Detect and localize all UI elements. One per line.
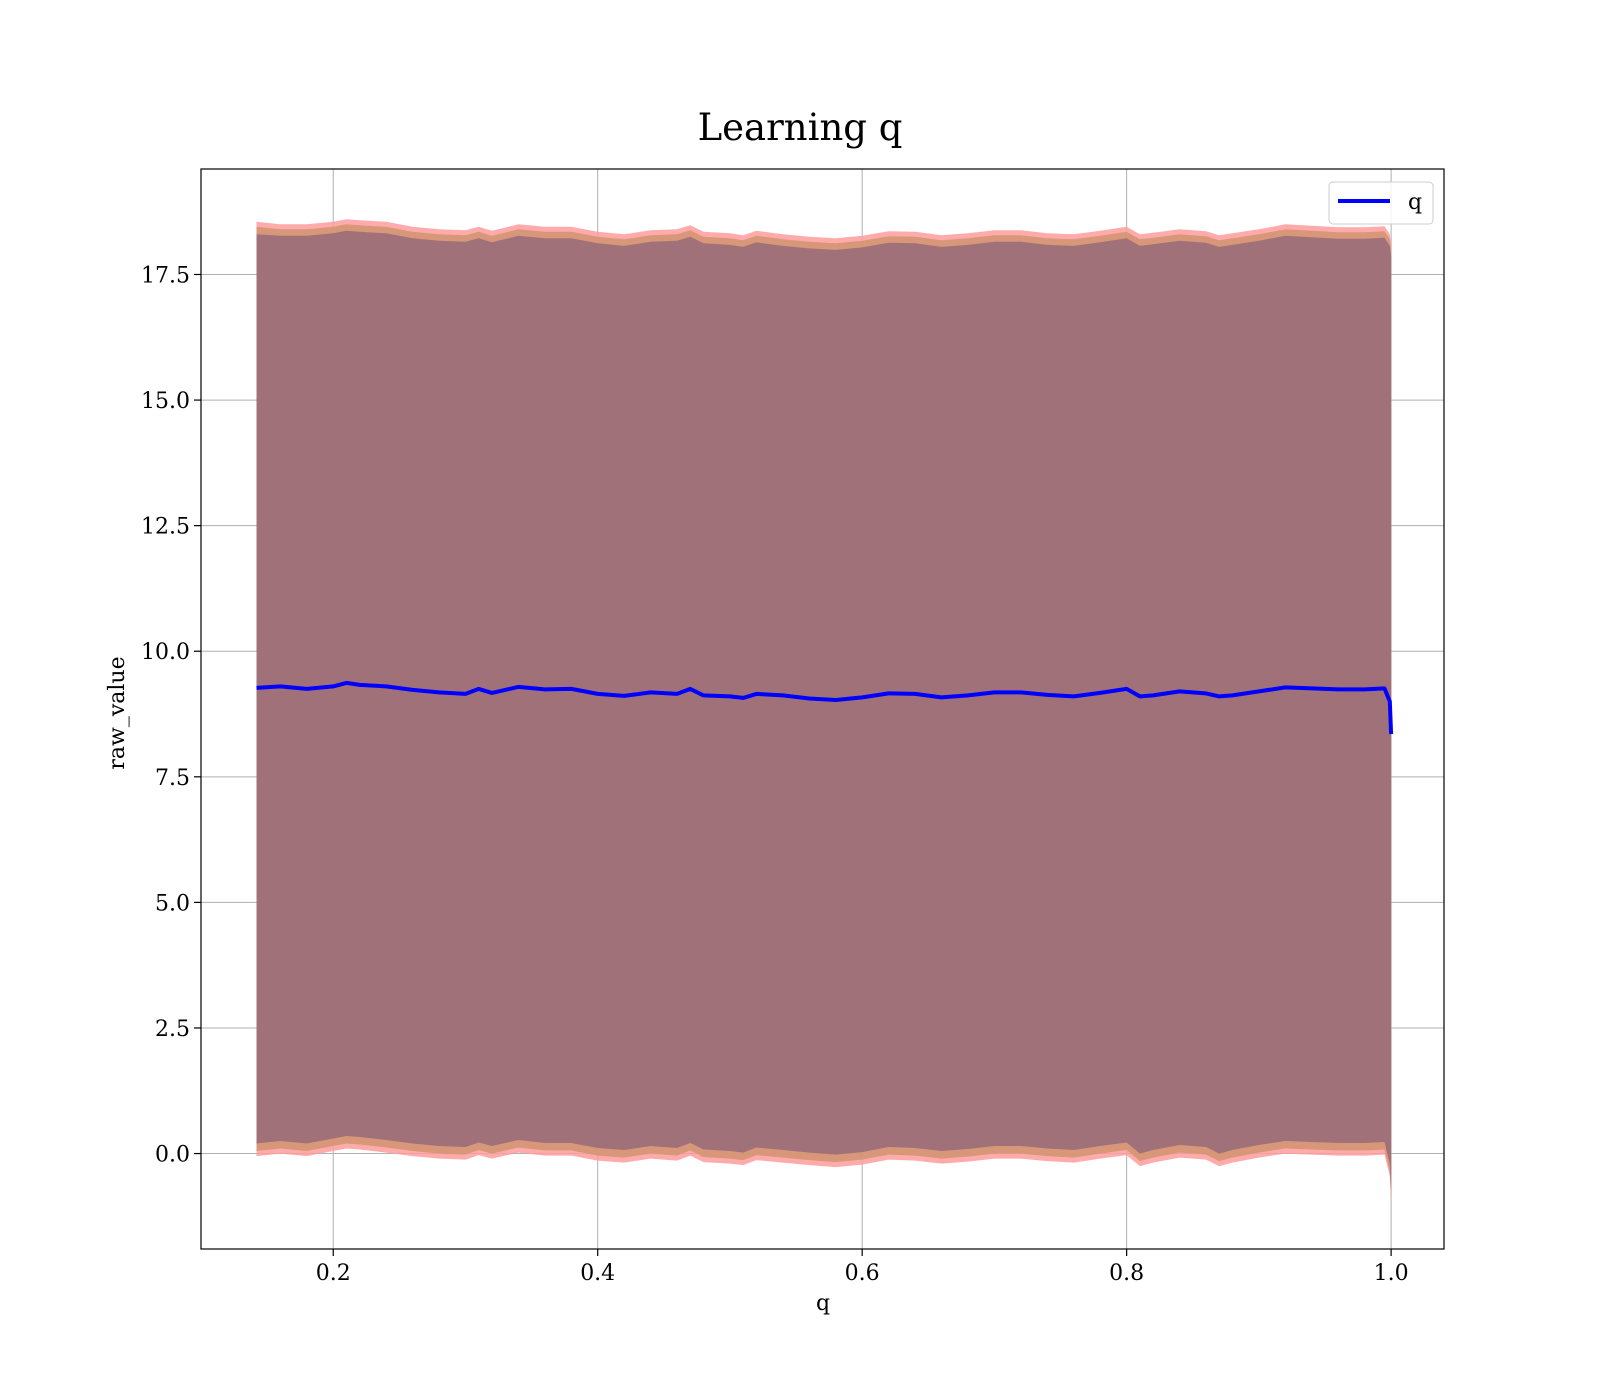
x-tick-label: 0.6 — [845, 1261, 880, 1286]
x-tick-label: 1.0 — [1374, 1261, 1409, 1286]
y-axis-ticks: 0.0 2.5 5.0 7.5 10.0 12.5 15.0 17.5 — [141, 263, 201, 1168]
y-axis-label: raw_value — [105, 656, 130, 769]
confidence-bands — [256, 219, 1392, 1204]
y-tick-label: 12.5 — [141, 515, 190, 540]
y-tick-label: 0.0 — [155, 1143, 190, 1168]
x-tick-label: 0.4 — [580, 1261, 615, 1286]
y-tick-label: 15.0 — [141, 389, 190, 414]
legend-label-q: q — [1408, 190, 1422, 215]
y-tick-label: 5.0 — [155, 891, 190, 916]
plot-frame — [200, 168, 1445, 1250]
y-tick-label: 17.5 — [141, 263, 190, 288]
x-tick-label: 0.2 — [316, 1261, 351, 1286]
legend: q — [1328, 181, 1434, 225]
y-tick-label: 10.0 — [141, 640, 190, 665]
series-lines — [256, 680, 1394, 735]
y-tick-label: 2.5 — [155, 1017, 190, 1042]
x-tick-label: 0.8 — [1109, 1261, 1144, 1286]
series-line-q — [256, 680, 1394, 735]
chart-title: Learning q — [698, 106, 903, 149]
inner-confidence-band — [256, 230, 1392, 1192]
y-tick-label: 7.5 — [155, 766, 190, 791]
x-axis-ticks: 0.2 0.4 0.6 0.8 1.0 — [316, 1249, 1409, 1286]
x-axis-label: q — [816, 1291, 830, 1316]
